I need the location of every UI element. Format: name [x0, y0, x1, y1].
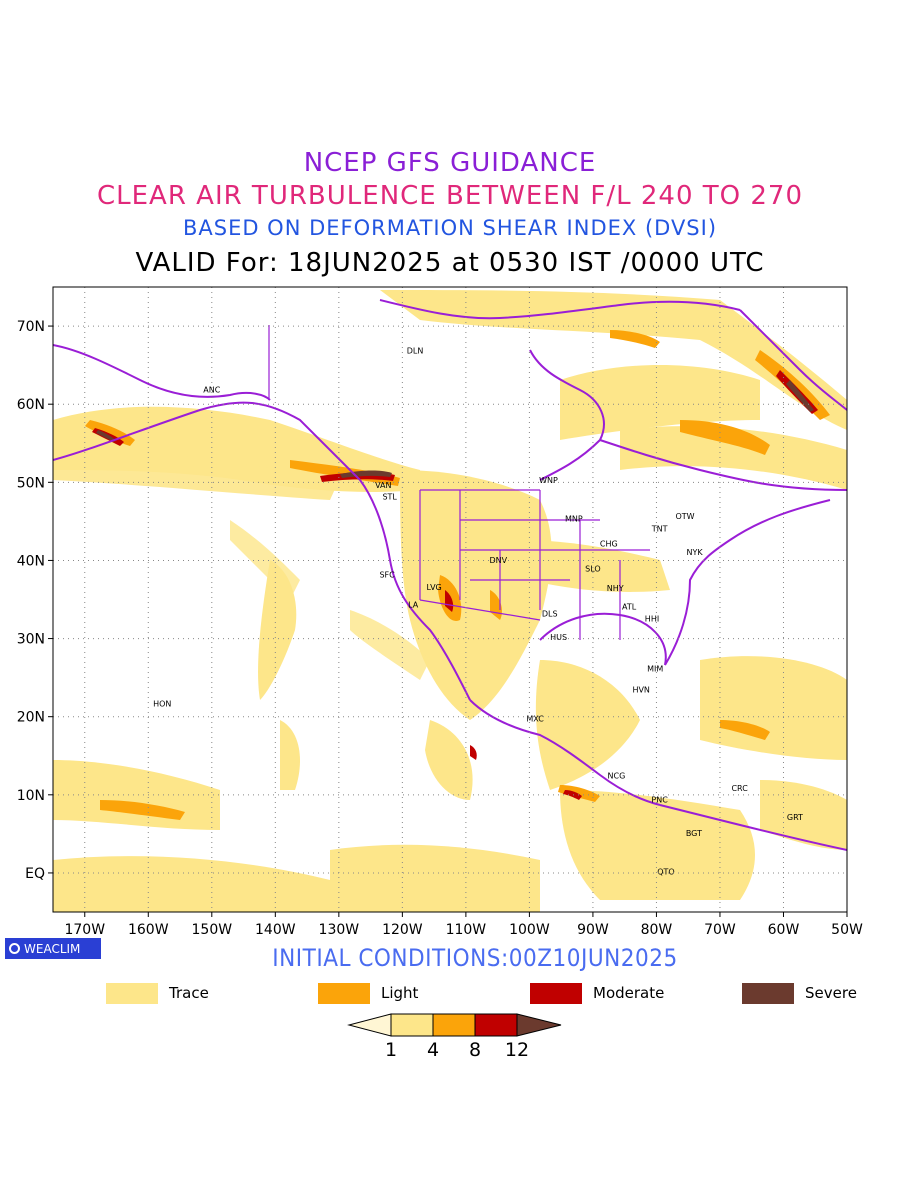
lat-label: 20N	[17, 710, 45, 726]
lon-label: 50W	[831, 922, 863, 938]
lon-label: 120W	[382, 922, 423, 938]
lon-label: 70W	[704, 922, 736, 938]
colorbar-segment	[432, 1013, 476, 1037]
circle-logo-icon	[9, 943, 20, 954]
colorbar-segment	[390, 1013, 434, 1037]
station-label-bgt: BGT	[686, 829, 702, 838]
colorbar-tick-1: 1	[384, 1039, 398, 1061]
brand-label: WEACLIM	[24, 941, 81, 956]
colorbar-tick-8: 8	[468, 1039, 482, 1061]
station-label-chg: CHG	[600, 539, 618, 548]
graticule	[53, 287, 848, 912]
political-borders	[268, 325, 650, 640]
legend-item-light: Light	[318, 982, 418, 1004]
weaclim-badge: WEACLIM	[5, 938, 101, 959]
lat-label: 70N	[17, 319, 45, 335]
colorbar-arrow-high	[516, 1013, 562, 1037]
map-axes: 70N 60N 50N 40N 30N 20N 10N EQ 170W 160W 150W 140W 1…	[17, 319, 863, 938]
station-label-sfc: SFC	[379, 571, 395, 580]
station-label-la: LA	[408, 600, 419, 609]
station-label-atl: ATL	[622, 603, 637, 612]
lon-label: 170W	[64, 922, 105, 938]
lat-label: 30N	[17, 632, 45, 648]
station-label-nhy: NHY	[607, 584, 624, 593]
colorbar-arrow-low	[347, 1013, 392, 1037]
title-line-3: BASED ON DEFORMATION SHEAR INDEX (DVSI)	[182, 216, 718, 240]
map-frame	[52, 286, 848, 913]
legend-swatch-severe	[742, 982, 794, 1004]
lon-label: 60W	[768, 922, 800, 938]
lat-label: 40N	[17, 553, 45, 569]
legend-label-moderate: Moderate	[593, 984, 665, 1002]
lon-label: 100W	[509, 922, 550, 938]
legend-item-severe: Severe	[742, 982, 857, 1004]
station-label-wnp: WNP	[539, 476, 558, 485]
lon-label: 150W	[192, 922, 233, 938]
station-label-otw: OTW	[675, 512, 694, 521]
station-label-van: VAN	[375, 481, 391, 490]
colorbar-tick-4: 4	[426, 1039, 440, 1061]
legend-item-moderate: Moderate	[530, 982, 664, 1004]
colorbar	[347, 1013, 562, 1037]
lat-label: EQ	[25, 866, 45, 882]
station-label-hvn: HVN	[632, 685, 649, 694]
station-label-dln: DLN	[407, 346, 424, 355]
station-label-qto: QTO	[657, 868, 674, 877]
legend-swatch-moderate	[530, 982, 582, 1004]
lat-label: 10N	[17, 788, 45, 804]
valid-time-title: VALID For: 18JUN2025 at 0530 IST /0000 U…	[135, 248, 765, 278]
lat-label: 60N	[17, 397, 45, 413]
trace-areas	[53, 290, 847, 912]
title-line-1: NCEP GFS GUIDANCE	[303, 148, 597, 178]
lat-label: 50N	[17, 475, 45, 491]
station-label-anc: ANC	[203, 385, 220, 394]
station-label-mim: MIM	[647, 664, 663, 673]
legend-swatch-trace	[106, 982, 158, 1004]
station-label-hus: HUS	[550, 633, 567, 642]
station-label-pnc: PNC	[651, 796, 668, 805]
station-label-grt: GRT	[787, 813, 803, 822]
lon-label: 110W	[446, 922, 487, 938]
station-label-tnt: TNT	[651, 525, 668, 534]
legend-label-trace: Trace	[169, 984, 209, 1002]
station-label-lvg: LVG	[426, 583, 441, 592]
station-label-nyk: NYK	[686, 548, 703, 557]
station-label-slo: SLO	[585, 564, 601, 573]
legend-label-severe: Severe	[805, 984, 857, 1002]
legend-label-light: Light	[381, 984, 419, 1002]
station-label-stl: STL	[382, 493, 397, 502]
title-line-2: CLEAR AIR TURBULENCE BETWEEN F/L 240 TO …	[96, 181, 804, 211]
lon-label: 160W	[128, 922, 169, 938]
station-label-mxc: MXC	[526, 714, 544, 723]
lon-label: 80W	[641, 922, 673, 938]
colorbar-segment	[474, 1013, 518, 1037]
station-label-hhi: HHI	[645, 614, 659, 623]
lon-label: 130W	[319, 922, 360, 938]
station-label-mnp: MNP	[565, 514, 583, 523]
lon-label: 140W	[255, 922, 296, 938]
station-label-dls: DLS	[542, 610, 558, 619]
station-labels: DLNANCVANSTLWNPOTWMNPTNTCHGNYKDNVSFCLVGS…	[153, 346, 803, 876]
initial-conditions-label: INITIAL CONDITIONS:00Z10JUN2025	[272, 944, 678, 972]
legend-swatch-light	[318, 982, 370, 1004]
colorbar-tick-12: 12	[504, 1039, 530, 1061]
station-label-crc: CRC	[731, 784, 748, 793]
legend-item-trace: Trace	[106, 982, 209, 1004]
station-label-ncg: NCG	[608, 771, 626, 780]
lon-label: 90W	[577, 922, 609, 938]
station-label-hon: HON	[153, 700, 171, 709]
turbulence-field: DLNANCVANSTLWNPOTWMNPTNTCHGNYKDNVSFCLVGS…	[53, 290, 847, 912]
